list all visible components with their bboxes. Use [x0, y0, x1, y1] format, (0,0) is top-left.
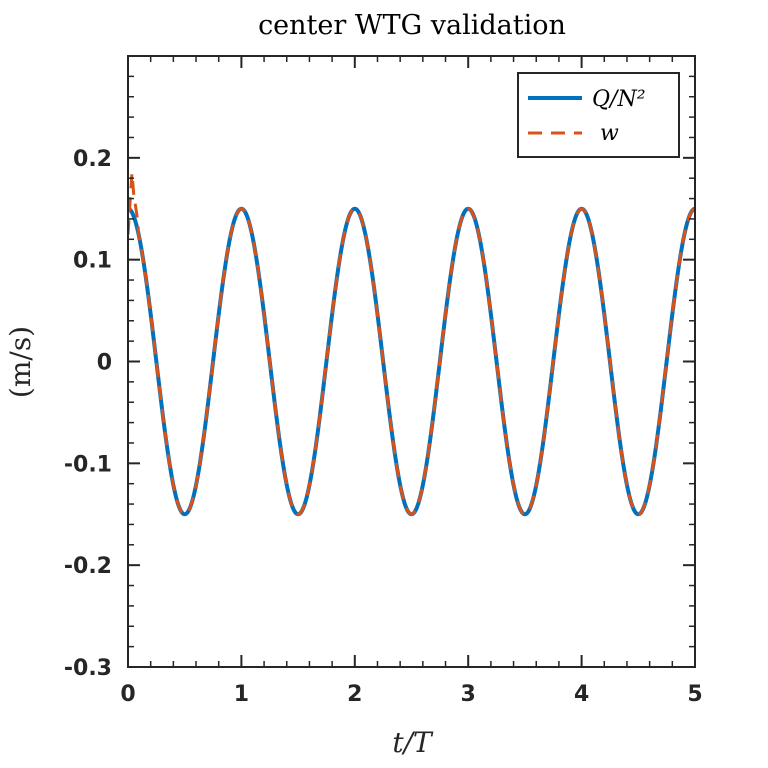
x-tick-label: 5 — [687, 682, 702, 707]
x-axis-label: t/T — [392, 726, 434, 759]
x-tick-label: 0 — [120, 682, 135, 707]
x-tick-label: 1 — [234, 682, 249, 707]
y-tick-label: 0.1 — [73, 249, 112, 274]
y-tick-labels: -0.3 -0.2 -0.1 0 0.1 0.2 — [64, 147, 112, 681]
x-tick-label: 3 — [461, 682, 476, 707]
x-tick-label: 2 — [347, 682, 362, 707]
legend[interactable]: Q/N² w — [517, 72, 680, 158]
y-tick-label: 0 — [97, 351, 112, 376]
legend-label-series-2: w — [600, 121, 619, 146]
x-tick-labels: 0 1 2 3 4 5 — [120, 682, 702, 707]
chart-title: center WTG validation — [258, 10, 566, 41]
y-tick-label: -0.1 — [64, 452, 112, 477]
y-tick-label: -0.2 — [64, 554, 112, 579]
axes-box — [127, 55, 696, 668]
x-tick-label: 4 — [574, 682, 589, 707]
y-tick-label: -0.3 — [64, 656, 112, 681]
legend-box — [517, 72, 680, 158]
y-axis-label: (m/s) — [4, 326, 37, 398]
series-line-w — [128, 172, 695, 516]
plot-area — [127, 55, 696, 668]
y-tick-label: 0.2 — [73, 147, 112, 172]
x-axis-label-text: t/T — [392, 726, 434, 759]
legend-label-series-1: Q/N² — [592, 87, 646, 112]
series-layer — [128, 172, 695, 517]
